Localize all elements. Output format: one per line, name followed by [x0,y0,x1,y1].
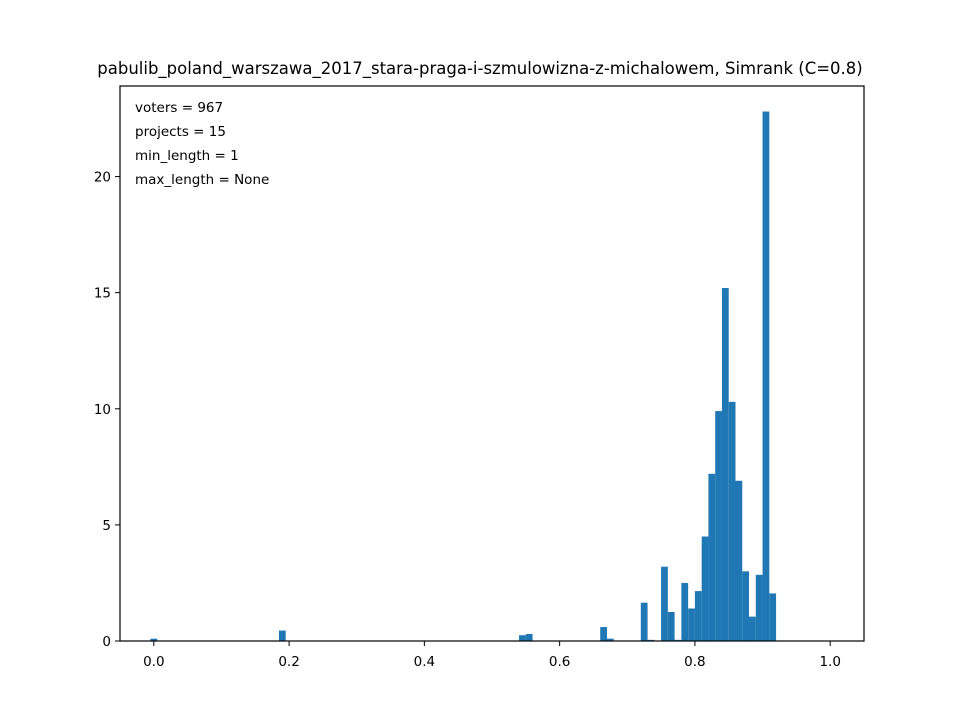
stats-annotation: voters = 967 projects = 15 min_length = 1 m… [135,100,269,188]
histogram-bar [681,582,689,641]
histogram-bar [661,566,668,641]
plot-frame [119,85,865,642]
histogram-bar [721,288,729,641]
histogram-bar [708,473,716,641]
x-tick-label: 0.4 [414,654,435,670]
x-tick-label: 0.6 [549,654,570,670]
histogram-bar [525,634,533,641]
histogram-bar [735,480,743,641]
histogram-bar [728,401,736,641]
histogram-bar [278,630,286,641]
y-tick-label: 20 [94,170,111,186]
x-tick-label: 1.0 [819,654,840,670]
histogram-bar [519,635,526,641]
chart-title: pabulib_poland_warszawa_2017_stara-praga… [97,59,862,79]
histogram-bar [694,591,702,641]
histogram-bar [755,574,763,641]
histogram-bar [769,593,777,641]
histogram-bar [606,638,614,641]
x-axis: 0.0 0.2 0.4 0.6 0.8 1.0 [143,641,841,670]
y-tick-label: 10 [94,402,111,418]
histogram-bar [667,611,675,641]
y-tick-label: 15 [94,286,111,302]
x-tick-label: 0.8 [684,654,705,670]
x-tick-label: 0.0 [143,654,164,670]
annotation-line: min_length = 1 [135,148,239,164]
annotation-line: projects = 15 [135,124,226,140]
x-tick-label: 0.2 [278,654,299,670]
histogram-bar [600,627,607,641]
histogram-bar [150,638,158,641]
histogram-bar [742,571,750,641]
histogram-bars [150,111,777,642]
histogram-bar [688,608,695,641]
histogram-bar [701,536,709,641]
y-axis: 0 5 10 15 20 [94,170,120,650]
annotation-line: voters = 967 [135,100,223,116]
annotation-line: max_length = None [135,172,269,188]
histogram-bar [715,411,722,641]
histogram-bar [762,111,770,642]
histogram-bar [640,602,648,641]
y-tick-label: 5 [102,518,111,534]
y-tick-label: 0 [102,634,111,650]
histogram-bar [749,616,756,641]
